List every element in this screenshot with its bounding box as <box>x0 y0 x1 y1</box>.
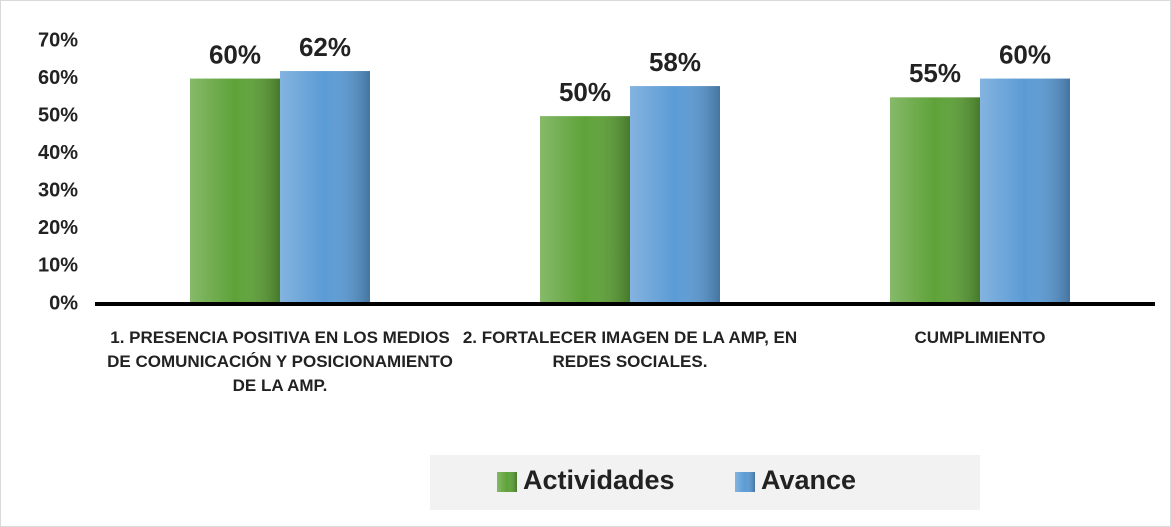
x-tick-label: 2. FORTALECER IMAGEN DE LA AMP, EN REDES… <box>462 328 798 371</box>
bar-shade <box>890 97 980 304</box>
data-label: 58% <box>649 47 701 77</box>
y-tick-label: 40% <box>38 142 78 164</box>
y-tick-label: 50% <box>38 104 78 126</box>
data-label: 60% <box>209 39 261 69</box>
y-tick-label: 10% <box>38 255 78 277</box>
y-tick-label: 0% <box>49 292 78 314</box>
x-tick-label: CUMPLIMIENTO <box>914 328 1046 347</box>
legend-box <box>430 455 980 510</box>
legend-label: Actividades <box>523 465 675 495</box>
data-label: 55% <box>909 58 961 88</box>
data-label: 62% <box>299 32 351 62</box>
y-tick-label: 30% <box>38 180 78 202</box>
data-label: 50% <box>559 77 611 107</box>
data-label: 60% <box>999 39 1051 69</box>
legend-swatch-shade <box>735 472 755 492</box>
x-tick-label: 1. PRESENCIA POSITIVA EN LOS MEDIOS DE C… <box>107 328 453 395</box>
legend-swatch-shade <box>497 472 517 492</box>
y-tick-label: 70% <box>38 29 78 51</box>
bar-shade <box>190 78 280 304</box>
bar-shade <box>540 116 630 305</box>
legend-label: Avance <box>761 465 856 495</box>
bar-shade <box>630 86 720 304</box>
y-tick-label: 20% <box>38 217 78 239</box>
bar-shade <box>980 78 1070 304</box>
bar-shade <box>280 71 370 304</box>
y-tick-label: 60% <box>38 67 78 89</box>
